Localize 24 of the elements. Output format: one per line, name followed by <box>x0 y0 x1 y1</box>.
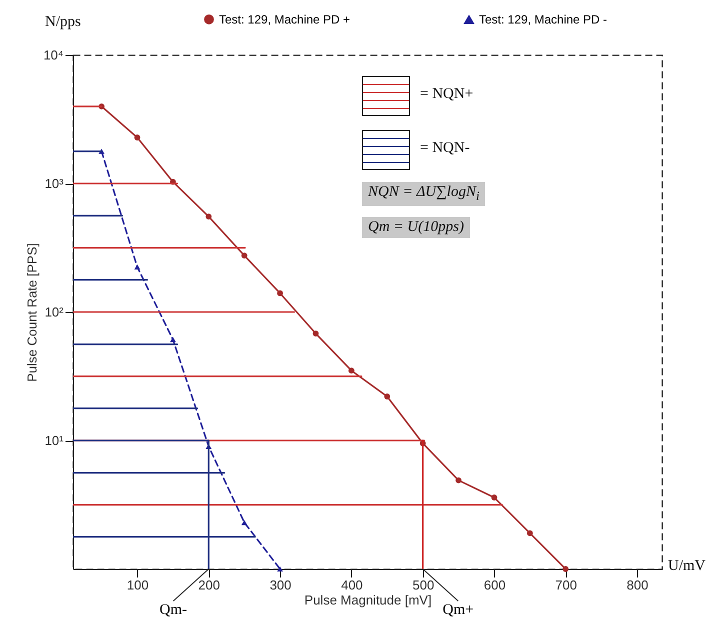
annotation: NQN = ΔU∑logN$_{i}$ <box>362 182 486 206</box>
x-axis-title: Pulse Magnitude [mV] <box>304 592 432 608</box>
x-tick-label: 600 <box>484 578 506 592</box>
x-tick-label: 400 <box>341 578 363 592</box>
x-tick-label: 200 <box>198 578 220 592</box>
x-tick-label: 300 <box>270 578 292 592</box>
annotation: = NQN- <box>420 140 470 157</box>
y-tick-label: 10³ <box>44 176 64 191</box>
legend-label: Test: 129, Machine PD - <box>479 12 608 27</box>
y-tick-label: 10⁴ <box>43 48 64 62</box>
text: N/pps <box>45 14 81 31</box>
x-tick-label: 500 <box>412 578 434 592</box>
annotation: = NQN+ <box>420 86 474 103</box>
legend-label: Test: 129, Machine PD + <box>219 12 350 26</box>
y-tick-label: 10² <box>44 304 64 320</box>
annotation: Qm+ <box>442 602 474 618</box>
x-tick-label: 700 <box>555 578 577 592</box>
annotation: Qm- <box>160 602 188 618</box>
x-tick-label: 800 <box>626 578 648 592</box>
x-tick-label: 100 <box>126 578 149 592</box>
y-axis-title: Pulse Count Rate [PPS] <box>24 243 40 382</box>
annotation: Qm = U(10pps) <box>362 217 470 238</box>
y-tick-label: 10¹ <box>44 433 64 448</box>
text: U/mV <box>668 558 706 575</box>
